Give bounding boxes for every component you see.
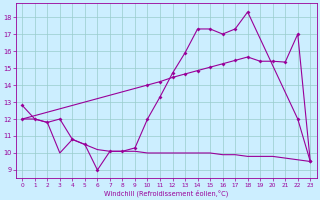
X-axis label: Windchill (Refroidissement éolien,°C): Windchill (Refroidissement éolien,°C)	[104, 189, 228, 197]
